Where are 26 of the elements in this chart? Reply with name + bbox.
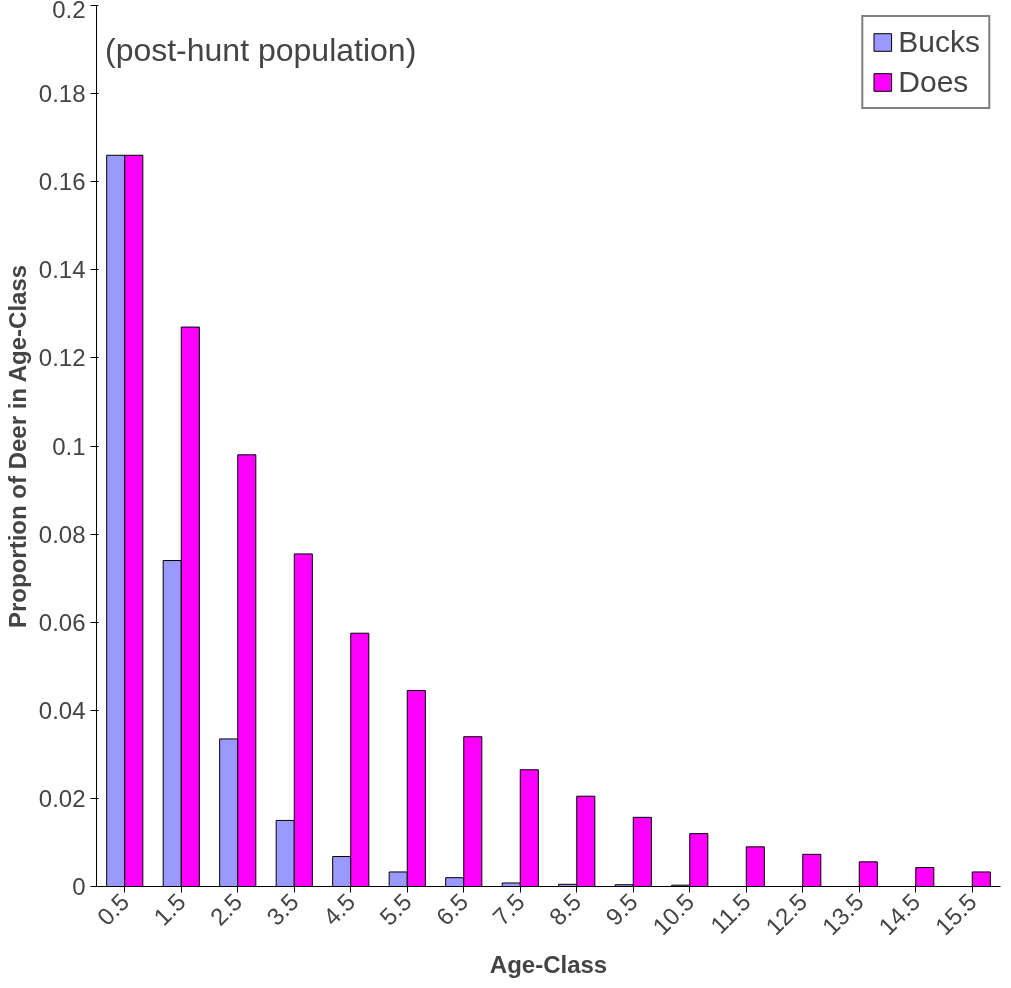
- legend-label: Bucks: [898, 25, 980, 59]
- x-tick-label: 7.5: [487, 887, 530, 931]
- y-tick-label: 0.04: [38, 696, 86, 724]
- annotation: (post-hunt population): [104, 31, 417, 68]
- x-tick-label: 0.5: [91, 887, 135, 931]
- x-tick-label: 1.5: [148, 887, 191, 931]
- y-tick-label: 0.14: [38, 256, 86, 284]
- y-tick-label: 0.16: [38, 168, 86, 196]
- y-tick-label: 0.02: [38, 784, 86, 812]
- x-tick-label: 5.5: [374, 887, 417, 931]
- y-tick-label: 0.06: [38, 608, 86, 636]
- y-axis-title: Proportion of Deer in Age-Class: [3, 264, 31, 629]
- y-tick-label: 0.2: [52, 0, 86, 23]
- x-tick-label: 9.5: [600, 887, 643, 931]
- x-tick-label: 4.5: [317, 887, 361, 931]
- y-tick-label: 0: [72, 873, 86, 900]
- y-tick-label: 0.18: [38, 80, 86, 108]
- y-tick-label: 0.08: [38, 520, 86, 548]
- legend-label: Does: [898, 65, 969, 99]
- x-axis-title: Age-Class: [489, 950, 608, 978]
- x-tick-label: 8.5: [543, 887, 587, 931]
- x-tick-label: 6.5: [430, 887, 474, 931]
- x-tick-label: 3.5: [261, 887, 304, 931]
- y-tick-label: 0.12: [38, 344, 86, 372]
- y-tick-label: 0.1: [52, 432, 86, 460]
- x-tick-label: 2.5: [204, 887, 248, 931]
